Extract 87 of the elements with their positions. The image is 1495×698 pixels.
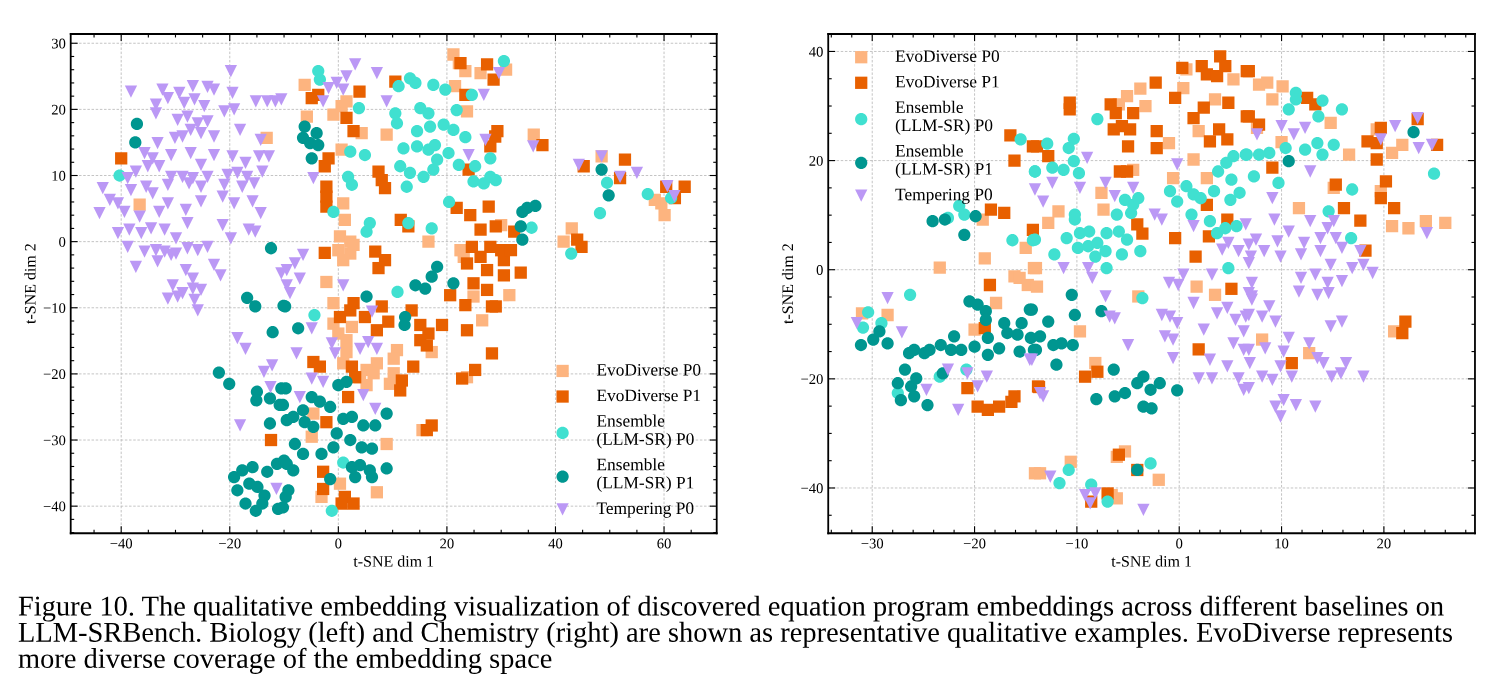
point [422,107,435,120]
x-tick-label: 20 [1377,538,1391,549]
point [497,54,511,68]
legend-label: Tempering P0 [596,502,694,518]
point [452,158,465,172]
caption: Figure 10. The qualitative embedding visualization of discovered equation program embeddings across different baselines on LLM-SRBench. Biology (left) and Chemistry (right) are shown as representative qualitative examples. EvoDiverse represents more diverse coverage of the embedding space [18,595,1452,674]
point [489,174,502,187]
x-tick-label: −20 [219,538,241,549]
point [409,76,422,90]
point [344,145,357,158]
point [437,118,450,131]
x-tick-label: 20 [440,538,454,549]
point [360,225,373,238]
point [431,153,444,166]
y-tick-label: −20 [43,369,66,380]
y-tick-label: 40 [809,46,823,57]
y-axis-title: t-SNE dim 2 [781,244,794,324]
x-tick-label: −30 [861,538,884,549]
point [392,80,405,93]
point [400,180,413,193]
point [465,88,479,101]
point [394,160,407,173]
x-tick-label: 10 [1275,538,1289,549]
point [600,176,614,189]
y-tick-label: −20 [801,374,823,385]
point [308,308,321,322]
y-tick-label: 30 [51,38,66,49]
y-axis-title: t-SNE dim 2 [24,244,36,324]
point [345,178,359,191]
point [459,131,472,144]
point [641,187,654,201]
point [423,120,437,133]
point [410,125,424,138]
legend-label: EvoDiverse P1 [596,389,701,402]
y-tick-label: −30 [43,435,66,446]
legend-label: Ensemble (LLM-SR) P0 [596,414,694,449]
y-tick-label: 20 [809,155,823,166]
legend-label: Ensemble (LLM-SR) P0 [895,100,993,135]
x-tick-label: 0 [1176,538,1183,549]
point [313,73,327,86]
point [417,170,430,183]
point [467,175,480,188]
point [397,142,410,155]
point [410,140,424,153]
legend-label: EvoDiverse P0 [895,50,1000,62]
point [403,166,417,179]
legend-label: Ensemble (LLM-SR) P1 [895,144,992,179]
point [469,160,482,173]
y-tick-label: −40 [43,501,66,512]
point [425,222,438,235]
point [565,247,578,260]
x-axis-title: t-SNE dim 1 [1111,555,1192,567]
point [439,83,452,96]
x-tick-label: 40 [548,538,563,549]
point [447,123,460,137]
x-axis-title: t-SNE dim 1 [353,555,434,567]
y-tick-label: −10 [43,303,66,313]
y-tick-label: 20 [51,104,66,115]
point [442,195,456,209]
point [402,216,415,230]
y-tick-label: 0 [816,265,823,275]
x-tick-label: 0 [335,538,342,549]
point [358,148,372,162]
x-tick-label: 60 [657,538,671,549]
y-tick-label: −40 [801,483,823,494]
point [427,78,440,92]
point [325,504,338,517]
legend-label: EvoDiverse P1 [895,75,999,88]
point [391,285,404,299]
point [390,117,404,130]
x-tick-label: −10 [1066,538,1088,549]
point [450,103,463,117]
point [352,101,366,115]
point [525,221,538,234]
point [442,146,455,160]
point [327,205,340,219]
point [593,207,607,220]
x-tick-label: −20 [963,538,986,549]
y-tick-label: 10 [52,170,66,181]
point [427,163,440,176]
point [484,152,497,165]
legend-label: Ensemble (LLM-SR) P1 [596,458,694,493]
point [428,138,442,152]
legend-label: Tempering P0 [895,188,993,204]
y-tick-label: 0 [59,237,66,247]
x-tick-label: −40 [110,538,133,549]
legend-label: EvoDiverse P0 [596,363,701,376]
